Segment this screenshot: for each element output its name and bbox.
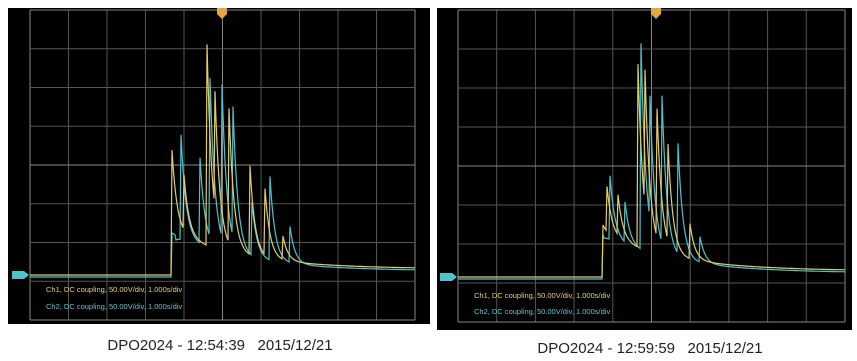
caption: DPO2024 - 12:59:59 2015/12/21 — [537, 340, 762, 357]
legend-ch2: Ch2, DC coupling, 50.00V/div, 1.000s/div — [474, 307, 610, 316]
page: Ch1, DC coupling, 50.00V/div, 1.000s/div… — [0, 0, 857, 361]
caption: DPO2024 - 12:54:39 2015/12/21 — [107, 337, 332, 354]
legend-ch2: Ch2, DC coupling, 50.00V/div, 1.000s/div — [46, 302, 182, 311]
legend-ch1: Ch1, DC coupling, 50.00V/div, 1.000s/div — [474, 291, 610, 300]
legend-ch1: Ch1, DC coupling, 50.00V/div, 1.000s/div — [46, 285, 182, 294]
